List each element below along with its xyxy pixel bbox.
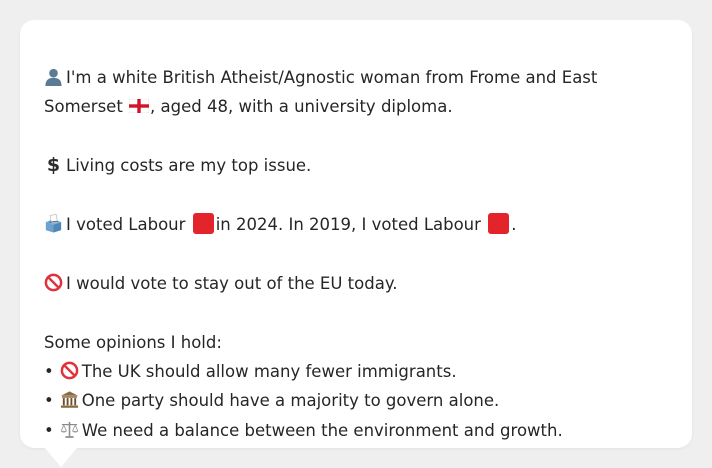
identity-line: I'm a white British Atheist/Agnostic wom…	[44, 63, 668, 122]
identity-text-end: , aged 48, with a university diploma.	[150, 97, 453, 117]
speech-bubble-tail	[44, 447, 78, 467]
classical-building-icon	[60, 391, 78, 409]
identity-text: I'm a white British Atheist/Agnostic wom…	[44, 68, 598, 117]
opinion-item: • One party should have a majority to go…	[44, 386, 668, 415]
ballot-box-icon	[45, 214, 62, 233]
opinion-item: • The UK should allow many fewer immigra…	[44, 357, 668, 386]
balance-scale-icon	[60, 421, 78, 438]
opinion-text: One party should have a majority to gove…	[81, 391, 500, 411]
eu-text: I would vote to stay out of the EU today…	[66, 273, 398, 293]
dollar-icon: $	[46, 154, 61, 177]
top-issue-line: $ Living costs are my top issue.	[44, 151, 668, 180]
opinion-text: We need a balance between the environmen…	[81, 420, 563, 440]
persona-card: I'm a white British Atheist/Agnostic wom…	[20, 20, 692, 448]
bullet: •	[44, 420, 54, 440]
opinions-heading: Some opinions I hold:	[44, 332, 222, 352]
prohibited-icon	[44, 273, 63, 292]
eu-line: I would vote to stay out of the EU today…	[44, 269, 668, 298]
bullet: •	[44, 362, 54, 381]
person-icon	[45, 68, 62, 86]
vote-text-end: .	[511, 215, 517, 234]
vote-line: I voted Labour in 2024. In 2019, I voted…	[44, 210, 668, 239]
opinion-item: • We need a balance between the environm…	[44, 416, 668, 445]
bullet: •	[44, 391, 54, 411]
top-issue-text: Living costs are my top issue.	[66, 156, 312, 176]
opinions-list: • The UK should allow many fewer immigra…	[44, 357, 668, 445]
labour-red-square-icon	[192, 213, 214, 234]
vote-text-2019: in 2024. In 2019, I voted Labour	[215, 215, 481, 234]
opinion-text: The UK should allow many fewer immigrant…	[81, 362, 457, 381]
england-flag-icon	[129, 99, 150, 114]
vote-text-2024: I voted Labour	[66, 215, 186, 234]
prohibited-icon	[60, 361, 79, 380]
labour-red-square-icon	[488, 213, 510, 234]
